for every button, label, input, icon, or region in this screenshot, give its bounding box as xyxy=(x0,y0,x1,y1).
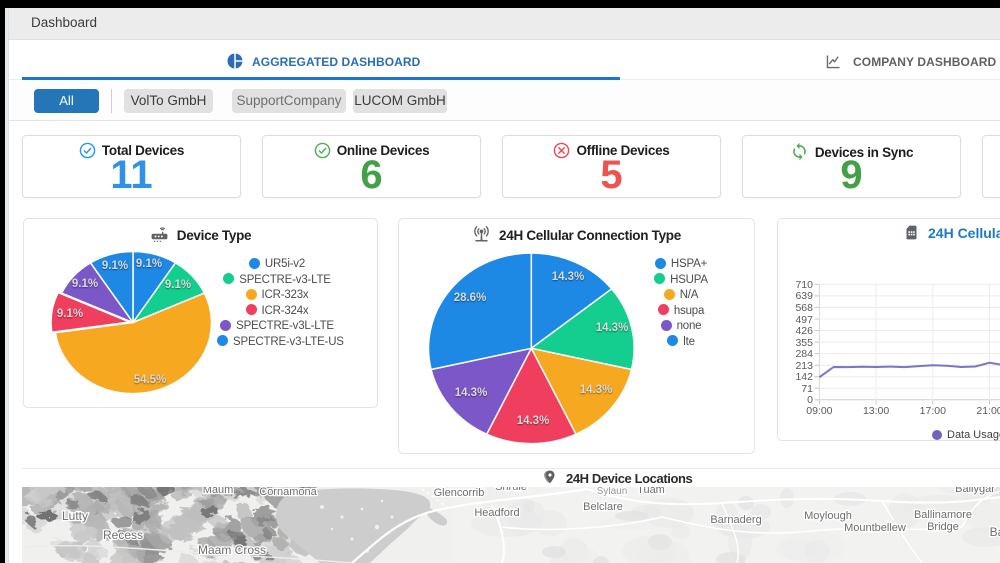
svg-text:Lutty: Lutty xyxy=(62,509,88,523)
svg-text:Maum: Maum xyxy=(203,487,234,496)
svg-text:Tuam: Tuam xyxy=(637,487,665,496)
svg-text:Glencorrib: Glencorrib xyxy=(434,487,485,499)
svg-text:Ballinamore: Ballinamore xyxy=(914,509,972,521)
svg-text:Sylaun: Sylaun xyxy=(597,487,628,497)
svg-text:Shrule: Shrule xyxy=(495,487,527,493)
svg-text:Moylough: Moylough xyxy=(804,510,852,522)
svg-text:Barnaderg: Barnaderg xyxy=(710,514,761,526)
svg-text:Belclare: Belclare xyxy=(583,501,623,513)
svg-text:Mountbellew: Mountbellew xyxy=(844,522,906,534)
svg-text:Recess: Recess xyxy=(103,528,143,542)
svg-text:Headford: Headford xyxy=(474,507,519,519)
svg-text:Bridge: Bridge xyxy=(927,521,959,533)
svg-text:Cornamona: Cornamona xyxy=(259,487,317,498)
svg-text:Maam Cross: Maam Cross xyxy=(198,543,266,557)
svg-text:Ballygar: Ballygar xyxy=(955,487,995,495)
svg-text:Ba: Ba xyxy=(990,525,1000,539)
